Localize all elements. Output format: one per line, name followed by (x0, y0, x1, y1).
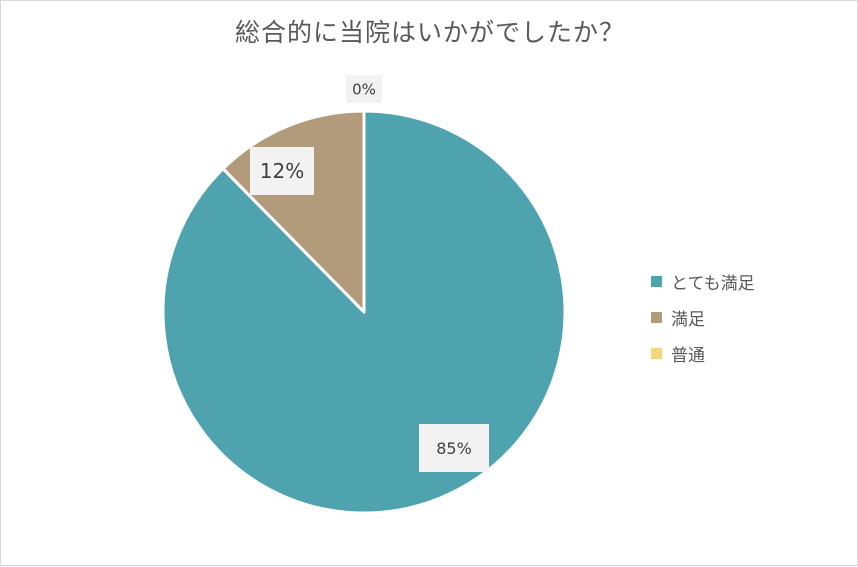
data-label-0: 85% (419, 424, 489, 472)
legend: とても満足 満足 普通 (651, 263, 755, 371)
legend-item-2: 普通 (651, 335, 755, 371)
legend-label-2: 普通 (671, 345, 705, 366)
data-label-1: 12% (250, 147, 314, 195)
data-label-2: 0% (346, 75, 382, 103)
legend-item-1: 満足 (651, 299, 755, 335)
data-label-box-0 (419, 424, 489, 472)
legend-item-0: とても満足 (651, 263, 755, 299)
chart-title: 総合的に当院はいかがでしたか？ (234, 18, 625, 47)
data-label-text-2: 0% (352, 80, 376, 98)
legend-swatch-2 (651, 347, 662, 359)
data-label-box-2 (346, 75, 382, 103)
legend-label-1: 満足 (671, 309, 705, 330)
data-label-box-1 (250, 147, 314, 195)
legend-swatch-1 (651, 311, 662, 323)
legend-label-0: とても満足 (671, 273, 755, 294)
data-label-text-0: 85% (436, 439, 472, 458)
legend-swatch-0 (651, 275, 662, 287)
data-label-text-1: 12% (260, 159, 304, 183)
